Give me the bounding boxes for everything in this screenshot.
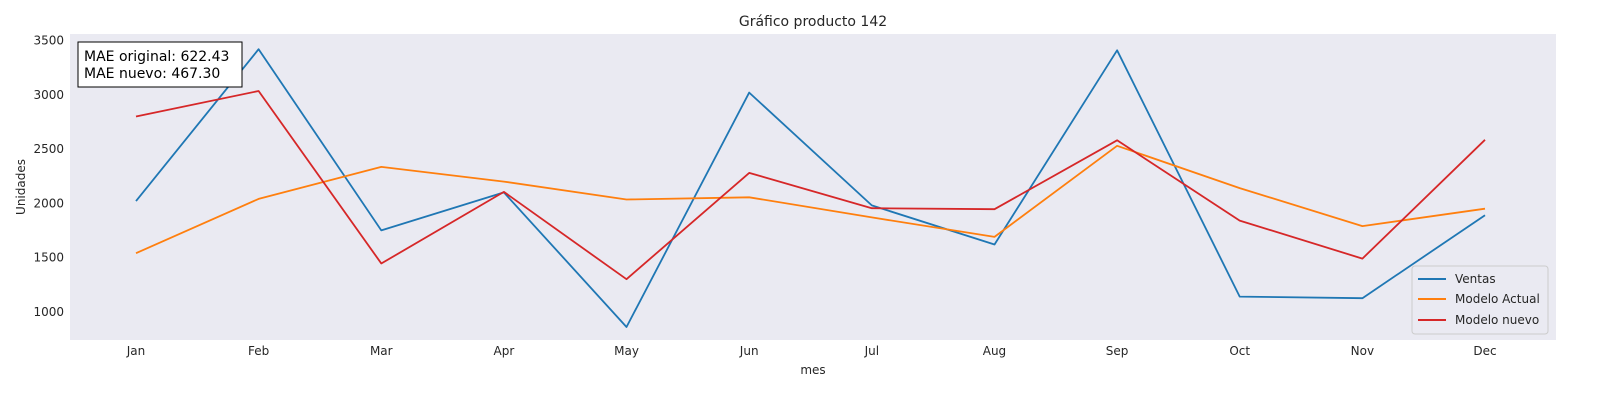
- x-tick-label: Apr: [494, 344, 515, 358]
- y-tick-label: 3000: [33, 88, 64, 102]
- series-lines: [135, 48, 1486, 328]
- y-tick-labels: 1000 1500 2000 2500 3000 3500: [33, 34, 64, 319]
- x-tick-label: Sep: [1106, 344, 1129, 358]
- x-tick-label: Feb: [248, 344, 269, 358]
- annotation-line-1: MAE original: 622.43: [84, 49, 229, 65]
- y-tick-label: 1000: [33, 305, 64, 319]
- x-tick-labels: Jan Feb Mar Apr May Jun Jul Aug Sep Oct Nov Dec: [126, 344, 1497, 358]
- y-tick-label: 1500: [33, 251, 64, 265]
- x-tick-label: May: [614, 344, 639, 358]
- x-tick-label: Jan: [126, 344, 146, 358]
- chart-title: Gráfico producto 142: [739, 14, 887, 30]
- annotation-frame: [77, 41, 243, 88]
- annotation-line-2: MAE nuevo: 467.30: [84, 66, 220, 82]
- x-axis-label: mes: [800, 363, 825, 377]
- legend-frame: [1411, 265, 1549, 335]
- series-line-modelo-nuevo: [135, 90, 1486, 281]
- x-tick-label: Oct: [1229, 344, 1250, 358]
- x-tick-label: Mar: [370, 344, 393, 358]
- y-axis-label: Unidades: [14, 159, 28, 215]
- x-tick-label: Jul: [864, 344, 879, 358]
- y-tick-label: 3500: [33, 34, 64, 48]
- x-tick-label: Nov: [1351, 344, 1374, 358]
- legend-label-modelo-nuevo: Modelo nuevo: [1455, 313, 1539, 327]
- series-line-ventas: [135, 48, 1486, 328]
- series-line-modelo-actual: [135, 144, 1486, 255]
- x-tick-label: Dec: [1473, 344, 1496, 358]
- y-tick-label: 2500: [33, 142, 64, 156]
- x-tick-label: Jun: [739, 344, 759, 358]
- annotation-box: MAE original: 622.43 MAE nuevo: 467.30: [77, 41, 243, 88]
- legend: Ventas Modelo Actual Modelo nuevo: [1411, 265, 1549, 335]
- x-tick-label: Aug: [983, 344, 1006, 358]
- legend-label-modelo-actual: Modelo Actual: [1455, 292, 1540, 306]
- legend-label-ventas: Ventas: [1455, 272, 1496, 286]
- y-tick-label: 2000: [33, 196, 64, 210]
- plot-background: [70, 34, 1556, 340]
